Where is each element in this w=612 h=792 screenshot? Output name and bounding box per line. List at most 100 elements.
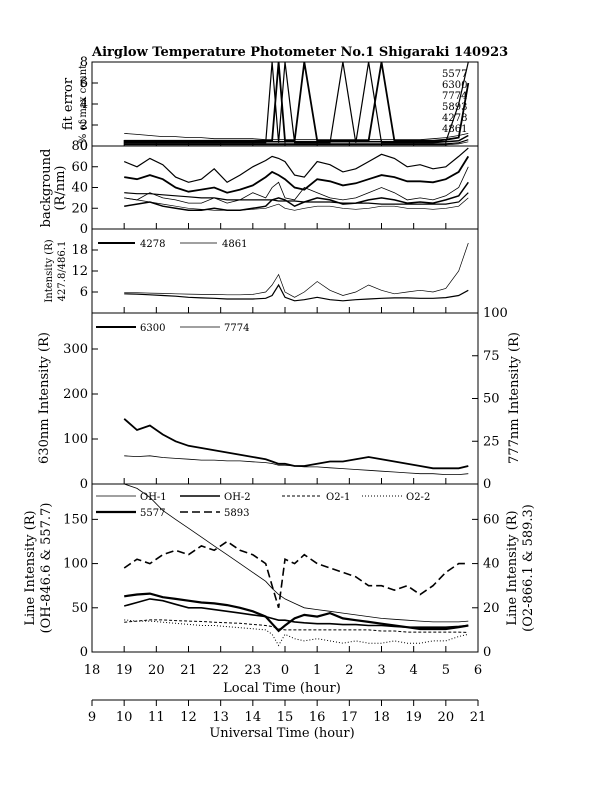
ytick-label: 20 [71, 201, 88, 216]
local-time-tick: 3 [377, 663, 385, 678]
local-time-tick: 4 [410, 663, 418, 678]
ytick-label: 6 [80, 76, 88, 91]
chart-title: Airglow Temperature Photometer No.1 Shig… [91, 45, 508, 60]
ut-time-tick: 9 [88, 710, 96, 725]
local-time-tick: 22 [212, 663, 229, 678]
ytick-label: 100 [63, 432, 88, 447]
fit-error-legend: 5577 6300 7774 5893 4278 4861 [442, 69, 467, 135]
ytick-label: 300 [63, 342, 88, 357]
line-ylabel-right: Line Intensity (R) [505, 510, 520, 625]
ytick-label: 50 [71, 601, 88, 616]
local-time-tick: 5 [442, 663, 450, 678]
ut-time-tick: 14 [245, 710, 262, 725]
background-ylabel: background [39, 149, 54, 228]
legend-5577: 5577 [442, 69, 467, 80]
intensity-blue-ylabel: Intensity (R) [44, 239, 55, 302]
series-7774-panel-4 [124, 455, 469, 476]
series-4861-panel-3 [124, 242, 469, 298]
ytick-label: 8 [80, 55, 88, 70]
ut-time-tick: 10 [116, 710, 133, 725]
series-6300-panel-2 [124, 155, 470, 194]
ytick-label-right: 0 [483, 477, 491, 492]
local-time-tick: 18 [84, 663, 101, 678]
background-ylabel-unit: (R/nm) [53, 165, 68, 210]
local-time-tick: 6 [474, 663, 482, 678]
ytick-label: 40 [71, 181, 88, 196]
ytick-label: 6 [80, 285, 88, 300]
ytick-label: 18 [71, 243, 88, 258]
legend-5577-label: 5577 [140, 508, 165, 519]
line-intensity-legend: OH-1 OH-2 O2-1 O2-2 5577 5893 [96, 492, 430, 519]
ut-time-tick: 17 [341, 710, 358, 725]
ut-time-label: Universal Time (hour) [209, 726, 354, 741]
ut-time-tick: 19 [405, 710, 422, 725]
ytick-label: 2 [80, 118, 88, 133]
legend-oh1-label: OH-1 [140, 492, 167, 503]
legend-6300: 6300 [442, 80, 467, 91]
intensity-blue-ylabel-sub: 427.8/486.1 [57, 241, 68, 302]
series-5893-panel-2 [124, 181, 469, 212]
series-4278-panel-2 [124, 192, 469, 205]
green-ylabel: 777nm Intensity (R) [507, 332, 522, 464]
series-5577-panel-1 [124, 61, 469, 144]
ytick-label-right: 100 [483, 306, 508, 321]
series-5577-panel-5 [124, 592, 469, 633]
tick-marks [91, 61, 479, 706]
legend-4861: 4861 [442, 124, 467, 135]
line-ylabel-right-sub: (O2-866.1 & 589.3) [521, 504, 536, 632]
ut-time-tick: 21 [470, 710, 487, 725]
local-time-tick: 21 [180, 663, 197, 678]
ut-time-tick: 13 [212, 710, 229, 725]
red-green-frame [91, 312, 479, 485]
series-5893-panel-1 [124, 134, 469, 143]
ytick-label: 0 [80, 645, 88, 660]
ytick-label: 80 [71, 139, 88, 154]
legend-4278: 4278 [442, 113, 467, 124]
ytick-label-right: 20 [483, 601, 500, 616]
ytick-label-right: 40 [483, 557, 500, 572]
fit-error-ylabel: fit error [61, 77, 76, 130]
ytick-label-right: 50 [483, 392, 500, 407]
ut-time-tick: 15 [277, 710, 294, 725]
legend-7774-label: 7774 [224, 323, 249, 334]
fit-error-ylabel-sub: % of max count [78, 65, 89, 143]
local-time-tick: 2 [345, 663, 353, 678]
local-time-tick: 19 [116, 663, 133, 678]
red-ylabel: 630nm Intensity (R) [37, 332, 52, 464]
series-4861-panel-1 [124, 141, 469, 146]
ut-time-tick: 20 [438, 710, 455, 725]
ytick-label: 100 [63, 557, 88, 572]
ytick-label-right: 0 [483, 645, 491, 660]
intensity-blue-legend: 4278 4861 [98, 239, 247, 250]
legend-5893: 5893 [442, 102, 467, 113]
red-green-legend: 6300 7774 [96, 323, 249, 334]
series-o2-2-panel-5 [124, 619, 469, 647]
ut-time-tick: 16 [309, 710, 326, 725]
series-o2-1-panel-5 [124, 619, 469, 633]
legend-oh2-label: OH-2 [224, 492, 251, 503]
line-ylabel-left: Line Intensity (R) [23, 510, 38, 625]
series-7774-panel-1 [124, 133, 469, 141]
series-6300-panel-1 [124, 61, 470, 142]
ytick-label: 0 [80, 477, 88, 492]
series-4861-panel-2 [124, 197, 469, 211]
line-ylabel-left-sub: (OH-846.6 & 557.7) [39, 503, 54, 634]
series-6300-panel-4 [123, 418, 469, 470]
ytick-label: 60 [71, 160, 88, 175]
ytick-label: 150 [63, 512, 88, 527]
legend-7774: 7774 [442, 91, 467, 102]
series-5577-panel-2 [123, 147, 469, 184]
local-time-tick: 23 [245, 663, 262, 678]
chart-marks [123, 61, 470, 647]
legend-5893-label: 5893 [224, 508, 249, 519]
ytick-label: 12 [71, 264, 88, 279]
local-time-tick: 20 [148, 663, 165, 678]
local-time-tick: 0 [281, 663, 289, 678]
legend-4278-label: 4278 [140, 239, 165, 250]
ut-time-tick: 18 [373, 710, 390, 725]
series-4278-panel-3 [124, 283, 469, 302]
series-oh-1-panel-5 [124, 483, 469, 623]
ut-time-tick: 11 [148, 710, 165, 725]
legend-4861-label: 4861 [222, 239, 247, 250]
ytick-label: 200 [63, 387, 88, 402]
